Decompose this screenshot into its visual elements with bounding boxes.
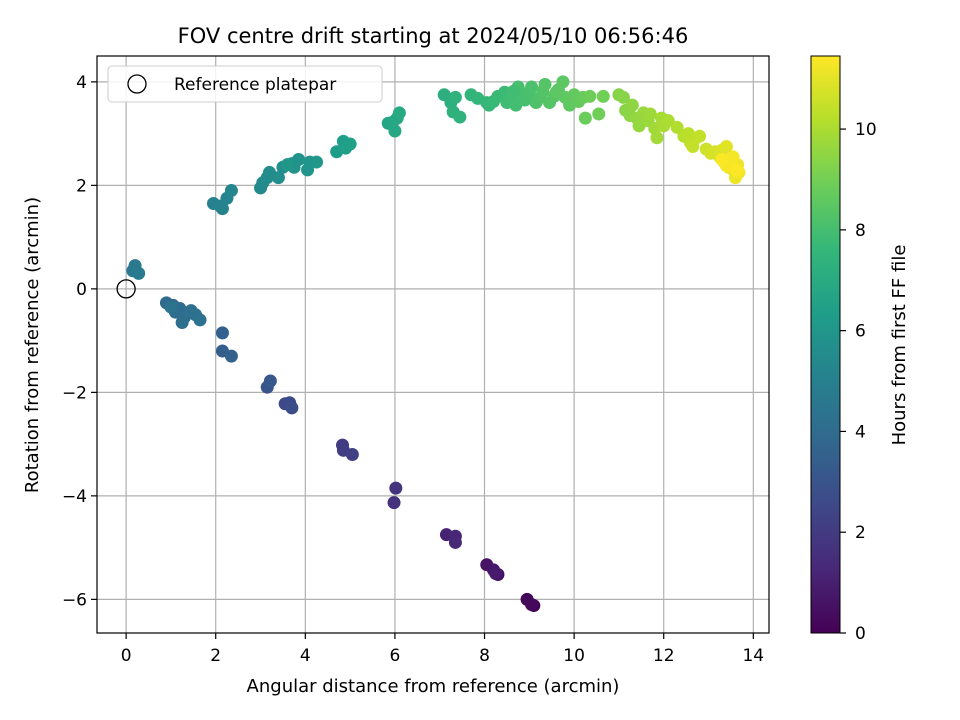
data-point (271, 171, 285, 185)
data-point (224, 184, 238, 198)
data-point (388, 124, 402, 138)
data-point (164, 300, 178, 314)
data-points (126, 75, 746, 613)
legend-marker-icon (127, 74, 147, 94)
data-point (549, 85, 563, 99)
data-point (715, 152, 729, 166)
data-point (389, 481, 403, 495)
data-point (453, 110, 467, 124)
colorbar (810, 55, 841, 634)
data-point (643, 107, 657, 121)
y-axis-label: Rotation from reference (arcmin) (22, 197, 43, 493)
colorbar-ticks: 0 2 4 6 8 10 (840, 120, 877, 644)
colorbar-label: Hours from first FF file (889, 245, 910, 446)
y-ticks: −6 −4 −2 0 2 4 (62, 73, 97, 610)
data-point (507, 84, 521, 98)
data-point (448, 90, 462, 104)
data-point (693, 129, 707, 143)
data-point (224, 349, 238, 363)
chart-title: FOV centre drift starting at 2024/05/10 … (178, 24, 689, 48)
data-point (215, 326, 229, 340)
reference-point-marker (116, 279, 136, 299)
x-tick-label: 4 (300, 646, 311, 666)
data-point (285, 401, 299, 415)
legend-box (107, 65, 383, 103)
x-tick-label: 10 (563, 646, 585, 666)
data-point (556, 75, 570, 89)
data-point (292, 152, 306, 166)
data-point (280, 158, 294, 172)
data-point (650, 131, 664, 145)
y-tick-label: 0 (76, 280, 87, 300)
legend-label: Reference platepar (174, 75, 336, 95)
grid (97, 56, 769, 633)
colorbar-tick-label: 10 (855, 120, 877, 140)
data-point (489, 566, 503, 580)
x-tick-label: 14 (742, 646, 764, 666)
data-point (538, 77, 552, 91)
data-point (343, 137, 357, 151)
data-point (661, 114, 675, 128)
x-tick-label: 0 (121, 646, 132, 666)
data-point (263, 374, 277, 388)
data-point (525, 598, 539, 612)
data-point (686, 140, 700, 154)
y-tick-label: −2 (62, 383, 87, 403)
legend: Reference platepar (107, 65, 383, 103)
y-tick-label: 4 (76, 73, 87, 93)
colorbar-tick-label: 4 (855, 422, 866, 442)
data-point (132, 266, 146, 280)
colorbar-tick-label: 6 (855, 322, 866, 342)
colorbar-tick-label: 2 (855, 523, 866, 543)
data-point (193, 313, 207, 327)
x-ticks: 0 2 4 6 8 10 12 14 (121, 633, 764, 666)
data-point (592, 107, 606, 121)
data-point (310, 155, 324, 169)
x-tick-label: 8 (479, 646, 490, 666)
x-axis-label: Angular distance from reference (arcmin) (247, 676, 620, 697)
data-point (583, 89, 597, 103)
data-point (578, 111, 592, 125)
data-point (625, 98, 639, 112)
colorbar-tick-label: 8 (855, 221, 866, 241)
data-point (596, 89, 610, 103)
x-tick-label: 12 (653, 646, 675, 666)
y-tick-label: 2 (76, 176, 87, 196)
data-point (392, 106, 406, 120)
data-point (525, 80, 539, 94)
data-point (729, 163, 743, 177)
colorbar-tick-label: 0 (855, 624, 866, 644)
data-point (175, 316, 189, 330)
data-point (387, 496, 401, 510)
data-point (448, 535, 462, 549)
y-tick-label: −4 (62, 487, 87, 507)
plot-frame (96, 55, 770, 634)
data-point (616, 90, 630, 104)
data-point (215, 202, 229, 216)
data-point (726, 150, 740, 164)
data-point (345, 447, 359, 461)
y-tick-label: −6 (62, 590, 87, 610)
data-point (719, 140, 733, 154)
x-tick-label: 6 (390, 646, 401, 666)
data-point (670, 120, 684, 134)
x-tick-label: 2 (210, 646, 221, 666)
